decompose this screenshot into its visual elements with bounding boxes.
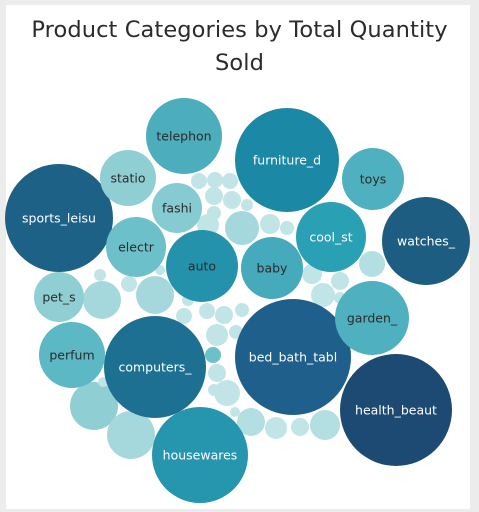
bubble-small-23[interactable]	[206, 324, 228, 346]
bubble-cool-st[interactable]: cool_st	[296, 202, 366, 272]
bubble-pet-s[interactable]: pet_s	[34, 272, 84, 322]
bubble-label: electr	[118, 240, 155, 255]
bubble-baby[interactable]: baby	[241, 237, 303, 299]
bubble-label: auto	[188, 259, 216, 274]
bubble-computers[interactable]: computers_	[104, 316, 206, 418]
bubble-small-14[interactable]	[260, 214, 280, 234]
bubble-label: watches_	[397, 234, 456, 249]
bubble-label: telephon	[156, 129, 211, 144]
bubble-circle[interactable]	[152, 407, 248, 503]
chart-title-line-2: Sold	[215, 50, 264, 76]
bubble-small-9[interactable]	[191, 173, 207, 189]
bubble-small-15[interactable]	[280, 221, 294, 235]
bubble-small-41[interactable]	[98, 377, 108, 387]
bubble-circle[interactable]	[152, 183, 202, 233]
bubble-circle[interactable]	[382, 197, 470, 285]
bubble-small-40[interactable]	[230, 407, 240, 417]
bubble-small-24[interactable]	[215, 306, 233, 324]
bubble-circle[interactable]	[5, 164, 113, 272]
bubble-small-1[interactable]	[83, 281, 121, 319]
chart-title: Product Categories by Total Quantity Sol…	[0, 14, 479, 80]
bubble-garden[interactable]: garden_	[335, 281, 409, 355]
bubble-circle[interactable]	[296, 202, 366, 272]
bubble-small-3[interactable]	[70, 382, 118, 430]
bubble-small-2[interactable]	[136, 276, 174, 314]
bubble-small-10[interactable]	[207, 172, 223, 188]
bubble-small-17[interactable]	[265, 417, 287, 439]
bubble-label: statio	[110, 171, 145, 186]
bubble-circle[interactable]	[340, 354, 452, 466]
bubble-electr[interactable]: electr	[106, 217, 166, 277]
bubble-label: computers_	[118, 360, 192, 375]
bubble-small-26[interactable]	[199, 303, 215, 319]
bubble-small-19[interactable]	[310, 410, 340, 440]
bubble-small-11[interactable]	[222, 173, 238, 189]
bubble-toys[interactable]: toys	[342, 148, 404, 210]
bubble-circle[interactable]	[34, 272, 84, 322]
bubble-small-8[interactable]	[205, 187, 223, 205]
bubble-circle[interactable]	[39, 322, 105, 388]
bubble-circle[interactable]	[235, 108, 339, 212]
bubble-small-22[interactable]	[205, 347, 221, 363]
bubble-label: sports_leisu	[22, 211, 96, 226]
bubble-perfum[interactable]: perfum	[39, 322, 105, 388]
bubble-circle[interactable]	[335, 281, 409, 355]
bubble-small-39[interactable]	[208, 384, 220, 396]
bubble-label: health_beaut	[355, 403, 437, 418]
bubble-label: housewares	[163, 448, 238, 463]
bubble-small-25[interactable]	[235, 303, 249, 317]
bubble-small-27[interactable]	[176, 308, 192, 324]
bubble-small-16[interactable]	[237, 408, 265, 436]
bubble-circle[interactable]	[241, 237, 303, 299]
bubble-telephon[interactable]: telephon	[146, 98, 222, 174]
bubble-label: toys	[360, 172, 386, 187]
bubble-small-37[interactable]	[359, 251, 385, 277]
bubble-bed-bath-tabl[interactable]: bed_bath_tabl	[235, 299, 351, 415]
bubble-circle[interactable]	[146, 98, 222, 174]
bubble-small-31[interactable]	[94, 269, 106, 281]
bubble-label: perfum	[49, 348, 94, 363]
bubble-small-4[interactable]	[107, 411, 155, 459]
bubble-small-18[interactable]	[291, 418, 309, 436]
bubble-housewares[interactable]: housewares	[152, 407, 248, 503]
bubble-furniture-d[interactable]: furniture_d	[235, 108, 339, 212]
bubble-circle[interactable]	[106, 217, 166, 277]
bubble-sports-leisu[interactable]: sports_leisu	[5, 164, 113, 272]
bubble-label: fashi	[162, 201, 192, 216]
bubble-circle[interactable]	[166, 230, 238, 302]
bubble-small-12[interactable]	[241, 199, 253, 211]
bubble-label: baby	[257, 261, 289, 276]
bubble-circle[interactable]	[104, 316, 206, 418]
bubble-small-7[interactable]	[223, 191, 241, 209]
bubble-label: bed_bath_tabl	[249, 350, 337, 365]
bubble-small-20[interactable]	[214, 380, 240, 406]
bubble-small-13[interactable]	[207, 206, 221, 220]
bubble-label: garden_	[347, 311, 398, 326]
bubble-small-30[interactable]	[121, 276, 137, 292]
bubble-label: furniture_d	[253, 153, 321, 168]
chart-title-line-1: Product Categories by Total Quantity	[31, 17, 448, 43]
bubble-small-34[interactable]	[311, 283, 335, 307]
bubble-circle[interactable]	[342, 148, 404, 210]
bubble-small-5[interactable]	[225, 211, 259, 245]
bubble-health-beaut[interactable]: health_beaut	[340, 354, 452, 466]
bubble-circle[interactable]	[235, 299, 351, 415]
bubble-fashi[interactable]: fashi	[152, 183, 202, 233]
bubble-label: pet_s	[42, 290, 75, 305]
bubble-auto[interactable]: auto	[166, 230, 238, 302]
bubble-statio[interactable]: statio	[100, 150, 156, 206]
bubble-small-21[interactable]	[208, 364, 226, 382]
bubble-circle[interactable]	[100, 150, 156, 206]
bubble-small-35[interactable]	[331, 272, 349, 290]
bubble-label: cool_st	[309, 230, 352, 245]
bubble-watches[interactable]: watches_	[382, 197, 470, 285]
